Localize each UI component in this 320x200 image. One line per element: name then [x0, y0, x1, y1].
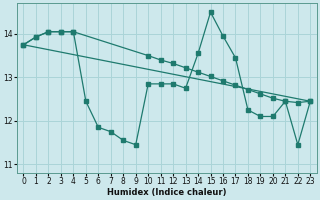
- X-axis label: Humidex (Indice chaleur): Humidex (Indice chaleur): [107, 188, 227, 197]
